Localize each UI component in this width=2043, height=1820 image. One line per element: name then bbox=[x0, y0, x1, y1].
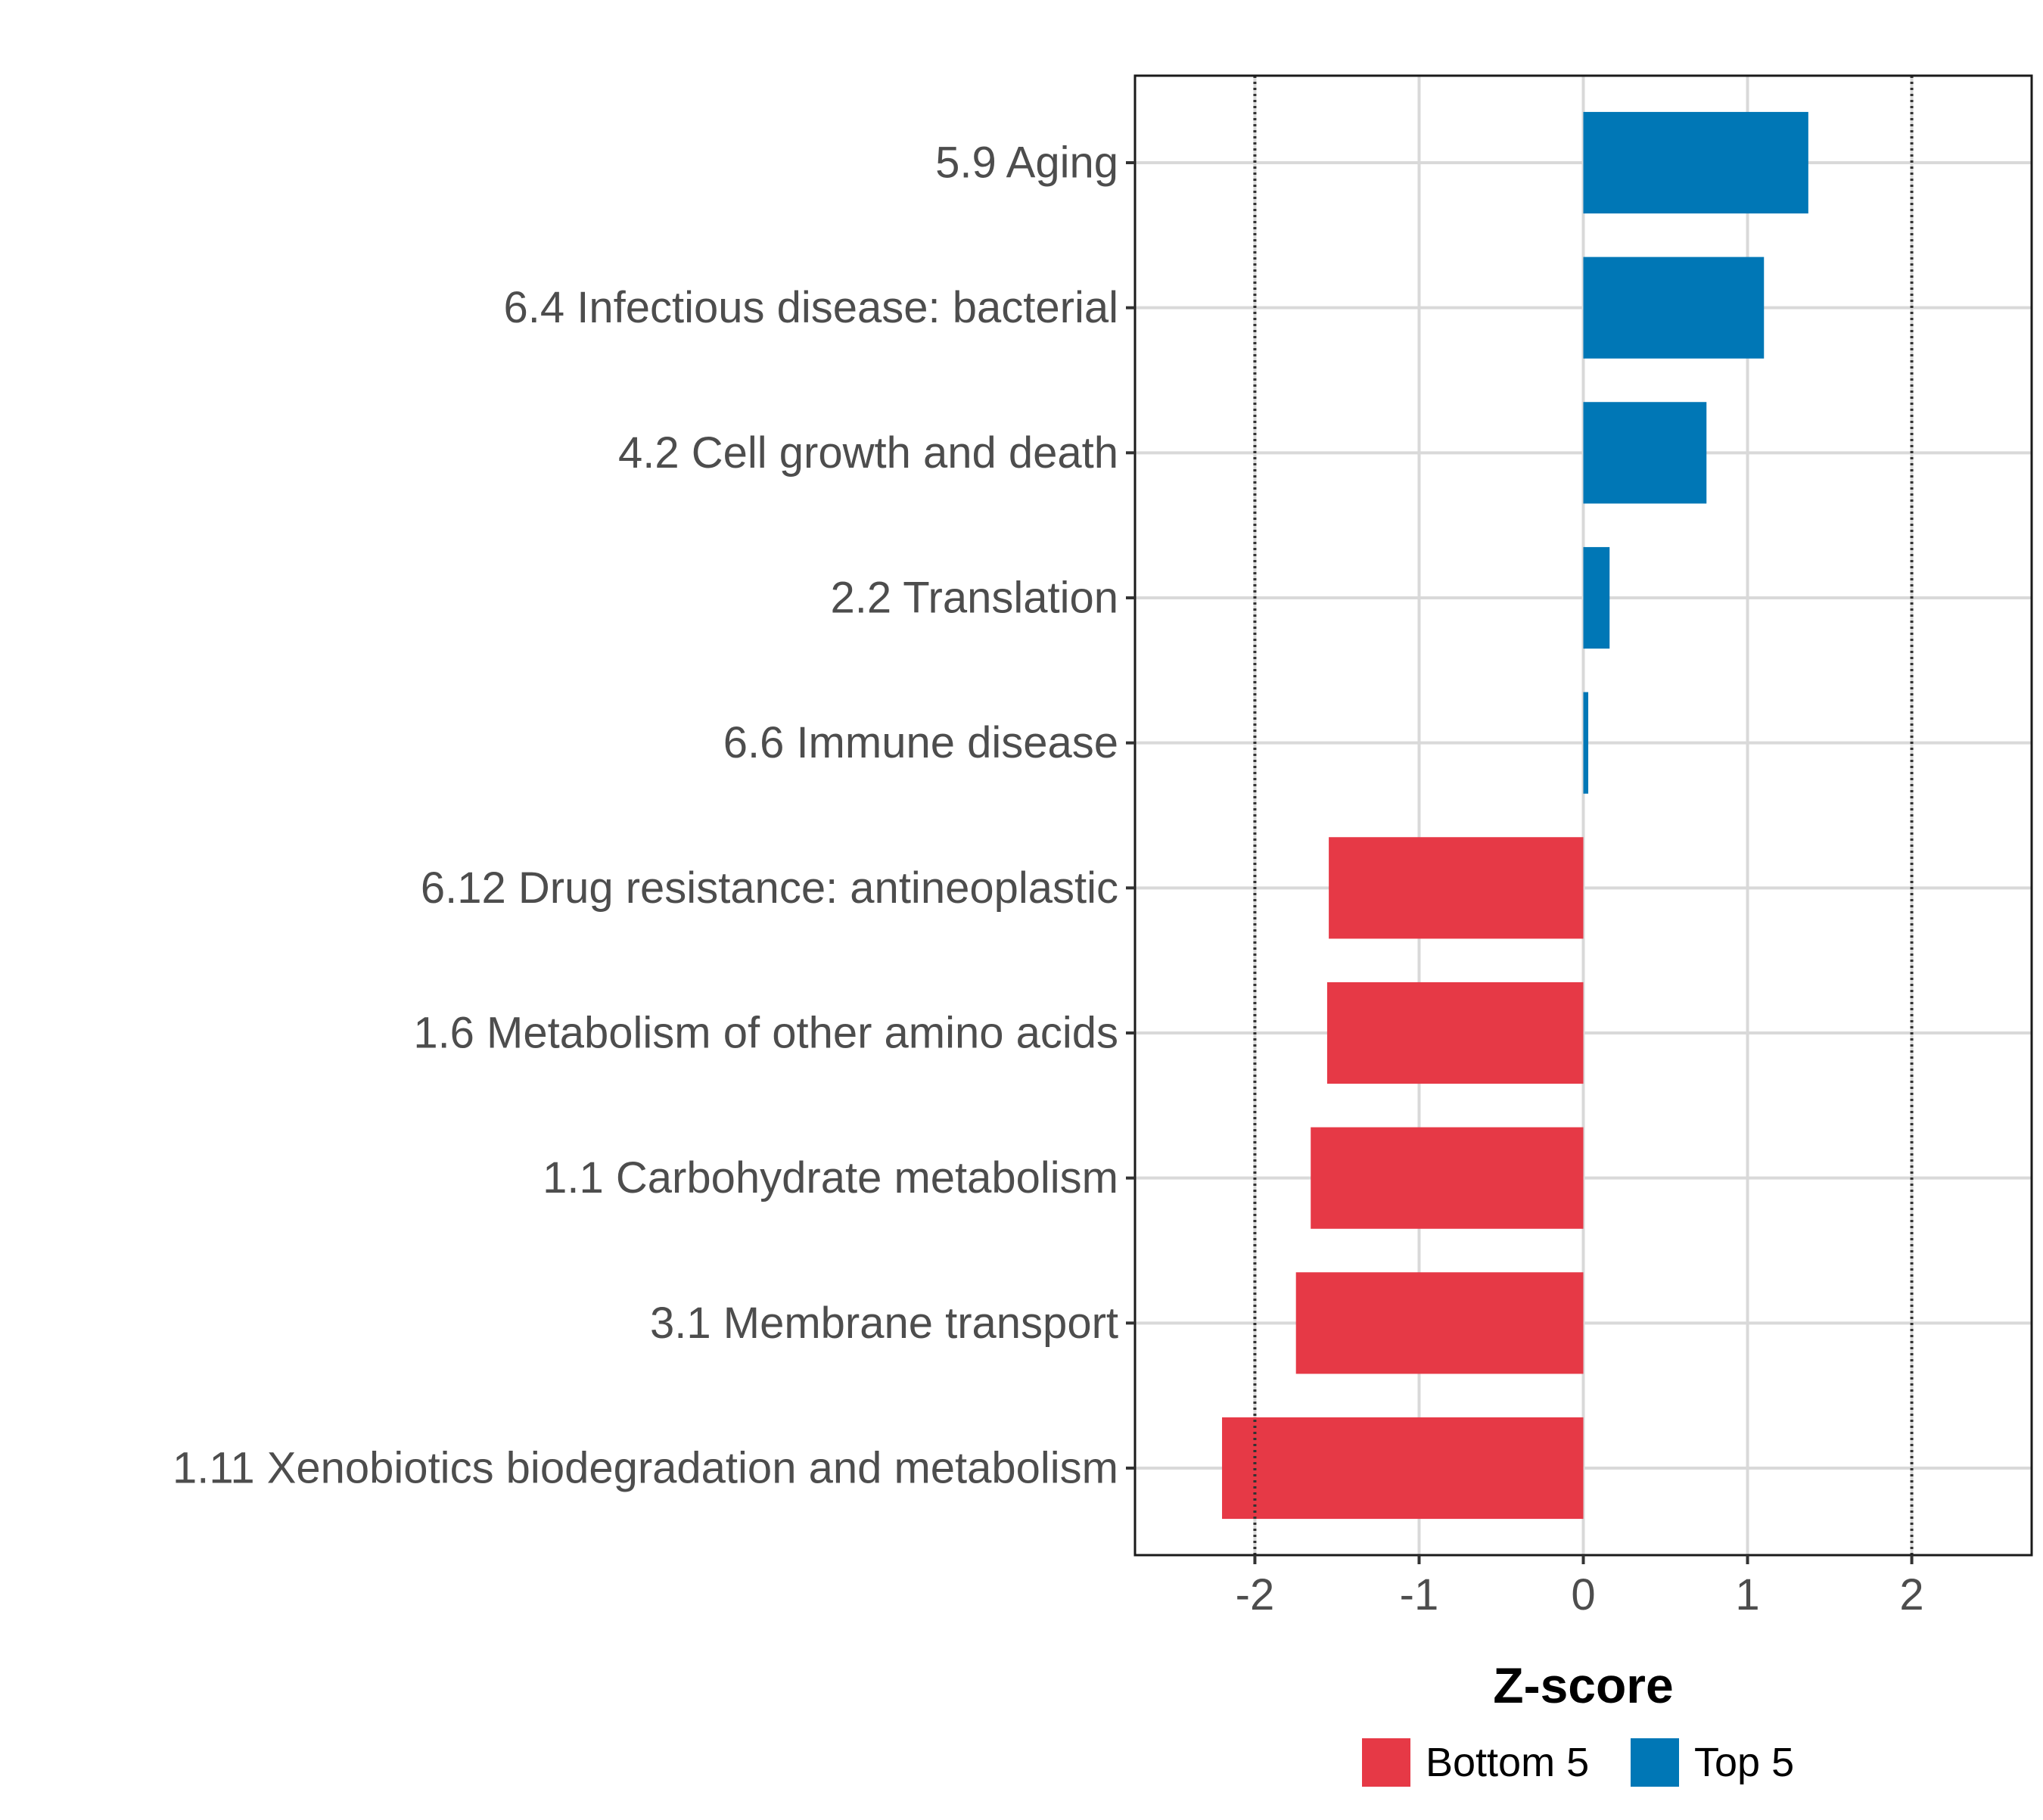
bar-6-12-drug-resistance-antineoplastic bbox=[1329, 837, 1584, 939]
x-tick-label: -1 bbox=[1400, 1570, 1439, 1619]
bar-4-2-cell-growth-and-death bbox=[1583, 402, 1707, 504]
bar-6-6-immune-disease bbox=[1583, 692, 1589, 794]
category-label: 6.6 Immune disease bbox=[723, 718, 1118, 767]
category-label: 1.6 Metabolism of other amino acids bbox=[413, 1009, 1118, 1058]
bar-3-1-membrane-transport bbox=[1295, 1272, 1584, 1374]
category-label: 2.2 Translation bbox=[831, 574, 1118, 623]
legend-swatch-top-5 bbox=[1631, 1738, 1679, 1787]
bar-5-9-aging bbox=[1583, 111, 1808, 214]
y-axis-category-labels: 5.9 Aging 6.4 Infectious disease: bacteri… bbox=[173, 138, 1118, 1493]
x-tick-label: 1 bbox=[1735, 1570, 1759, 1619]
x-tick-label: -2 bbox=[1236, 1570, 1275, 1619]
bar-1-6-metabolism-of-other-amino-acids bbox=[1326, 982, 1584, 1084]
bar-6-4-infectious-disease-bacterial bbox=[1583, 257, 1765, 359]
category-label: 1.1 Carbohydrate metabolism bbox=[543, 1153, 1118, 1202]
reference-lines bbox=[1253, 76, 1914, 1555]
category-label: 6.12 Drug resistance: antineoplastic bbox=[421, 863, 1118, 913]
category-label: 5.9 Aging bbox=[935, 138, 1118, 188]
x-axis-ticks bbox=[1253, 1555, 1914, 1564]
category-label: 6.4 Infectious disease: bacterial bbox=[504, 283, 1118, 332]
x-axis-title: Z-score bbox=[1493, 1657, 1673, 1713]
bar-1-11-xenobiotics-biodegradation-and-metabolism bbox=[1222, 1417, 1584, 1520]
x-axis-tick-labels: -2 -1 0 1 2 bbox=[1236, 1570, 1924, 1619]
category-label: 4.2 Cell growth and death bbox=[618, 428, 1118, 478]
bar-1-1-carbohydrate-metabolism bbox=[1311, 1127, 1584, 1229]
category-label: 3.1 Membrane transport bbox=[650, 1299, 1118, 1348]
bars bbox=[1222, 111, 1808, 1520]
x-tick-label: 0 bbox=[1571, 1570, 1595, 1619]
x-tick-label: 2 bbox=[1899, 1570, 1923, 1619]
bar-2-2-translation bbox=[1583, 546, 1610, 649]
legend-label-top-5: Top 5 bbox=[1694, 1740, 1794, 1785]
category-label: 1.11 Xenobiotics biodegradation and meta… bbox=[173, 1444, 1118, 1493]
legend-label-bottom-5: Bottom 5 bbox=[1426, 1740, 1589, 1785]
legend: Bottom 5 Top 5 bbox=[1362, 1738, 1794, 1787]
legend-swatch-bottom-5 bbox=[1362, 1738, 1410, 1787]
y-axis-ticks bbox=[1126, 161, 1135, 1470]
